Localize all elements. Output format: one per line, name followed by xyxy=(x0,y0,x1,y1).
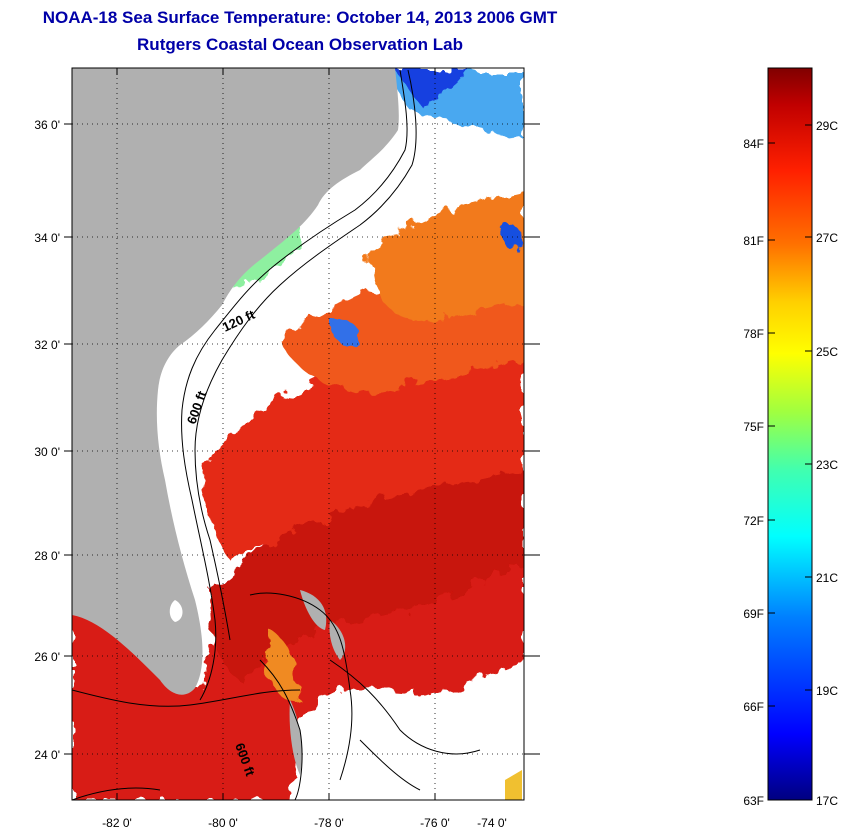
map-ticks xyxy=(64,68,540,800)
colorbar-f-81: 81F xyxy=(743,234,764,248)
lon-label-76: -76 0' xyxy=(420,816,450,830)
colorbar-f-66: 66F xyxy=(743,700,764,714)
lat-label-28: 28 0' xyxy=(34,549,60,563)
lat-label-36: 36 0' xyxy=(34,118,60,132)
bathymetry-contours xyxy=(72,69,481,800)
colorbar-f-63: 63F xyxy=(743,794,764,808)
lat-label-34: 34 0' xyxy=(34,231,60,245)
lat-label-24: 24 0' xyxy=(34,748,60,762)
map-frame xyxy=(71,67,525,801)
colorbar-c-17: 17C xyxy=(816,794,838,808)
colorbar-gradient xyxy=(767,67,813,801)
map-subtitle: Rutgers Coastal Ocean Observation Lab xyxy=(137,35,463,54)
lon-label-80: -80 0' xyxy=(208,816,238,830)
lat-label-32: 32 0' xyxy=(34,338,60,352)
colorbar-c-23: 23C xyxy=(816,458,838,472)
lon-label-82: -82 0' xyxy=(102,816,132,830)
sst-field xyxy=(72,70,524,800)
graticule xyxy=(72,68,524,800)
colorbar-f-84: 84F xyxy=(743,137,764,151)
colorbar-c-25: 25C xyxy=(816,345,838,359)
colorbar-c-27: 27C xyxy=(816,231,838,245)
sst-map: 120 ft 600 ft 600 ft xyxy=(72,68,524,800)
map-title: NOAA-18 Sea Surface Temperature: October… xyxy=(42,8,558,27)
colorbar-c-21: 21C xyxy=(816,571,838,585)
lat-label-26: 26 0' xyxy=(34,650,60,664)
colorbar-f-78: 78F xyxy=(743,327,764,341)
colorbar-f-75: 75F xyxy=(743,420,764,434)
land xyxy=(72,68,399,775)
colorbar-f-69: 69F xyxy=(743,607,764,621)
colorbar-ticks xyxy=(768,124,812,707)
colorbar: 84F 81F 78F 75F 72F 69F 66F 63F 29C 27C … xyxy=(743,67,838,808)
colorbar-f-72: 72F xyxy=(743,514,764,528)
colorbar-c-19: 19C xyxy=(816,684,838,698)
lon-label-78: -78 0' xyxy=(314,816,344,830)
lon-label-74: -74 0' xyxy=(477,816,507,830)
colorbar-c-29: 29C xyxy=(816,119,838,133)
lat-label-30: 30 0' xyxy=(34,445,60,459)
